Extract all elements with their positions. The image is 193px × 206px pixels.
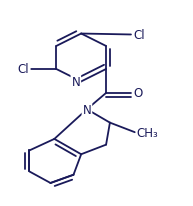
Text: N: N (83, 103, 91, 116)
Text: CH₃: CH₃ (137, 126, 158, 139)
Text: Cl: Cl (18, 63, 30, 76)
Text: O: O (133, 87, 142, 100)
Text: Cl: Cl (133, 29, 145, 42)
Text: N: N (71, 76, 80, 89)
